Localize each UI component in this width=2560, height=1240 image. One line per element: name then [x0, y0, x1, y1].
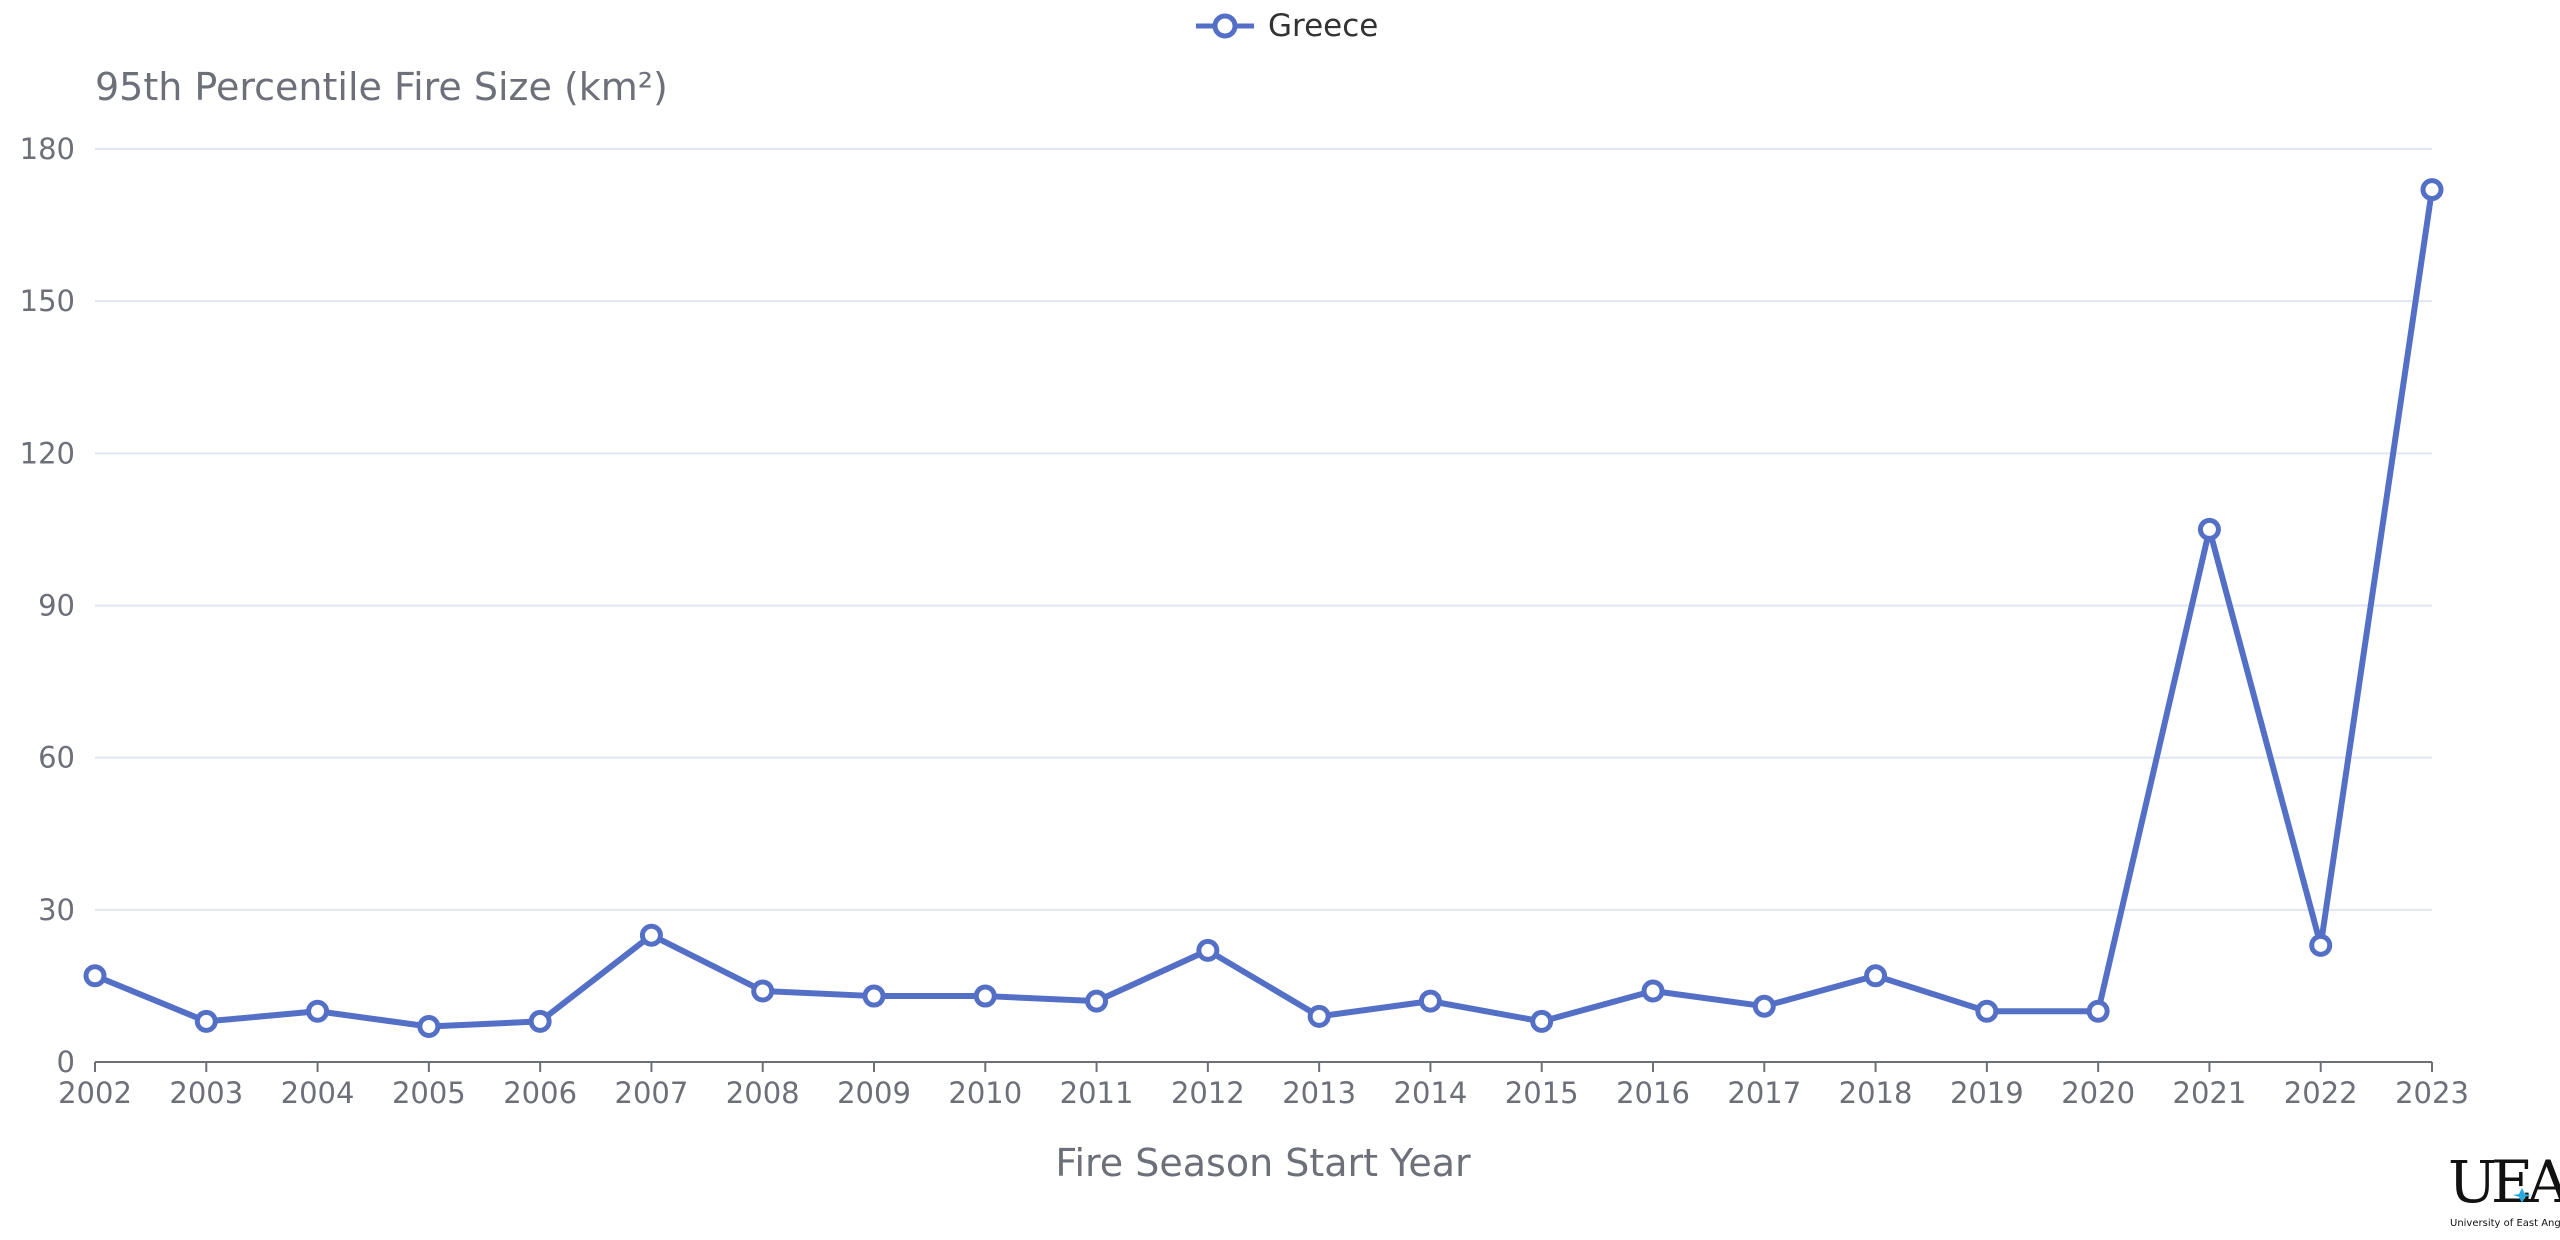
x-axis-ticks: 2002 2003 2004 2005 2006 2007 2008 2009 2010 2011…: [58, 1062, 2469, 1110]
data-point[interactable]: [1641, 979, 1665, 1003]
svg-text:UEA: UEA: [2448, 1148, 2560, 1216]
data-points: [83, 178, 2444, 1038]
x-tick-label: 2023: [2395, 1076, 2469, 1110]
legend-label-greece: Greece: [1268, 8, 1378, 44]
data-point[interactable]: [306, 999, 330, 1023]
y-tick-label: 180: [20, 132, 75, 166]
x-tick-label: 2002: [58, 1076, 132, 1110]
y-tick-label: 0: [57, 1045, 75, 1079]
data-point[interactable]: [639, 923, 663, 947]
data-point[interactable]: [1530, 1009, 1554, 1033]
y-tick-label: 120: [20, 436, 75, 470]
data-point[interactable]: [2086, 999, 2110, 1023]
data-point[interactable]: [751, 979, 775, 1003]
series-greece: [93, 189, 2435, 1030]
x-tick-label: 2012: [1171, 1076, 1245, 1110]
legend[interactable]: Greece: [1196, 8, 1378, 44]
y-tick-label: 60: [38, 741, 75, 775]
y-tick-label: 90: [38, 589, 75, 623]
x-tick-label: 2018: [1839, 1076, 1913, 1110]
grid-lines: [95, 148, 2432, 911]
x-tick-label: 2009: [837, 1076, 911, 1110]
x-tick-label: 2014: [1394, 1076, 1468, 1110]
data-point[interactable]: [1864, 964, 1888, 988]
data-point[interactable]: [1752, 994, 1776, 1018]
x-tick-label: 2019: [1950, 1076, 2024, 1110]
data-point[interactable]: [862, 984, 886, 1008]
data-point[interactable]: [83, 964, 107, 988]
x-tick-label: 2016: [1616, 1076, 1690, 1110]
x-tick-label: 2004: [281, 1076, 355, 1110]
x-tick-label: 2006: [503, 1076, 577, 1110]
data-point[interactable]: [1307, 1004, 1331, 1028]
legend-marker-swatch: [1212, 13, 1238, 39]
x-tick-label: 2003: [169, 1076, 243, 1110]
data-point[interactable]: [1196, 938, 1220, 962]
x-tick-label: 2022: [2284, 1076, 2358, 1110]
svg-text:University of East Anglia: University of East Anglia: [2450, 1218, 2560, 1229]
y-axis-title: 95th Percentile Fire Size (km²): [95, 65, 668, 109]
uea-logo-mark: UEA University of East Anglia: [2448, 1148, 2560, 1229]
x-tick-label: 2020: [2061, 1076, 2135, 1110]
x-tick-label: 2008: [726, 1076, 800, 1110]
x-tick-label: 2013: [1282, 1076, 1356, 1110]
x-tick-label: 2011: [1060, 1076, 1134, 1110]
y-axis-ticks: 0 30 60 90 120 150 180: [20, 132, 75, 1079]
y-tick-label: 30: [38, 893, 75, 927]
x-axis-title: Fire Season Start Year: [1055, 1141, 1471, 1185]
data-point[interactable]: [417, 1014, 441, 1038]
data-point[interactable]: [973, 984, 997, 1008]
data-point[interactable]: [1085, 989, 1109, 1013]
data-point[interactable]: [528, 1009, 552, 1033]
data-point[interactable]: [1418, 989, 1442, 1013]
x-tick-label: 2007: [615, 1076, 689, 1110]
data-point[interactable]: [2309, 933, 2333, 957]
data-point[interactable]: [194, 1009, 218, 1033]
x-tick-label: 2010: [948, 1076, 1022, 1110]
data-point[interactable]: [1975, 999, 1999, 1023]
series-line: [93, 189, 2435, 1030]
x-tick-label: 2017: [1727, 1076, 1801, 1110]
data-point[interactable]: [2197, 517, 2221, 541]
x-tick-label: 2005: [392, 1076, 466, 1110]
uea-logo: UEA University of East Anglia: [2440, 1144, 2560, 1236]
data-point[interactable]: [2420, 178, 2444, 202]
x-tick-label: 2021: [2173, 1076, 2247, 1110]
x-tick-label: 2015: [1505, 1076, 1579, 1110]
y-tick-label: 150: [20, 284, 75, 318]
